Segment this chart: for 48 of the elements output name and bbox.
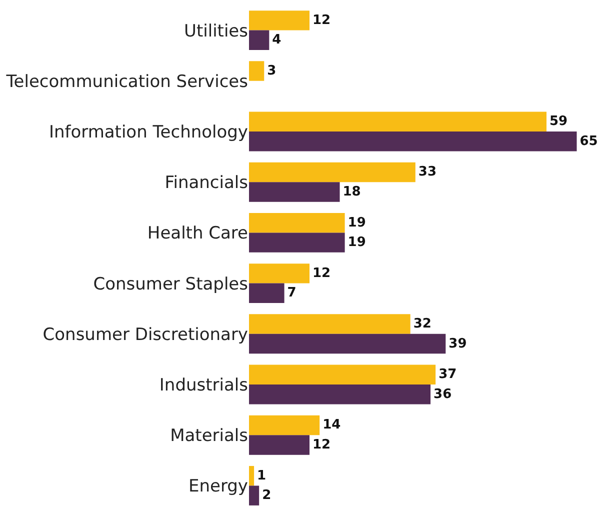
data-label: 19 xyxy=(348,215,366,230)
y-tick-label: Materials xyxy=(170,426,248,446)
bar xyxy=(249,334,446,354)
data-label: 7 xyxy=(287,286,296,301)
bar xyxy=(249,435,310,455)
data-label: 12 xyxy=(312,437,331,452)
data-label: 36 xyxy=(434,386,452,402)
data-label: 59 xyxy=(550,114,568,130)
bar xyxy=(249,30,270,50)
bar xyxy=(249,232,345,252)
bar xyxy=(249,384,431,404)
data-label: 4 xyxy=(272,32,282,48)
bar xyxy=(249,61,264,81)
y-tick-label: Financials xyxy=(164,173,248,194)
y-tick-label: Energy xyxy=(188,476,248,497)
bar xyxy=(249,283,284,304)
data-label: 19 xyxy=(348,235,366,250)
bar xyxy=(249,264,310,284)
bar xyxy=(249,486,260,506)
bar xyxy=(249,112,546,132)
data-label: 12 xyxy=(312,12,331,28)
data-label: 14 xyxy=(322,418,341,433)
data-label: 18 xyxy=(342,184,361,200)
data-label: 1 xyxy=(257,468,266,484)
y-tick-label: Telecommunication Services xyxy=(5,72,248,92)
bar xyxy=(249,364,436,384)
y-tick-label: Industrials xyxy=(159,375,248,396)
bar xyxy=(249,162,416,182)
bar xyxy=(249,182,340,202)
data-label: 2 xyxy=(262,488,272,504)
bar xyxy=(249,314,410,334)
y-tick-label: Consumer Discretionary xyxy=(42,324,248,345)
y-tick-label: Consumer Staples xyxy=(93,274,248,294)
bar xyxy=(249,10,310,30)
y-tick-label: Information Technology xyxy=(48,122,248,142)
data-label: 3 xyxy=(267,64,276,79)
bar xyxy=(249,212,345,233)
data-label: 33 xyxy=(418,164,436,180)
y-tick-label: Utilities xyxy=(184,21,248,42)
data-label: 32 xyxy=(413,316,432,332)
y-tick-label: Health Care xyxy=(147,224,248,244)
data-label: 37 xyxy=(438,367,457,382)
data-label: 12 xyxy=(312,266,331,281)
bar xyxy=(249,132,577,152)
bar xyxy=(249,466,254,486)
data-label: 65 xyxy=(580,134,598,149)
bar xyxy=(249,415,320,436)
data-label: 39 xyxy=(448,336,467,352)
